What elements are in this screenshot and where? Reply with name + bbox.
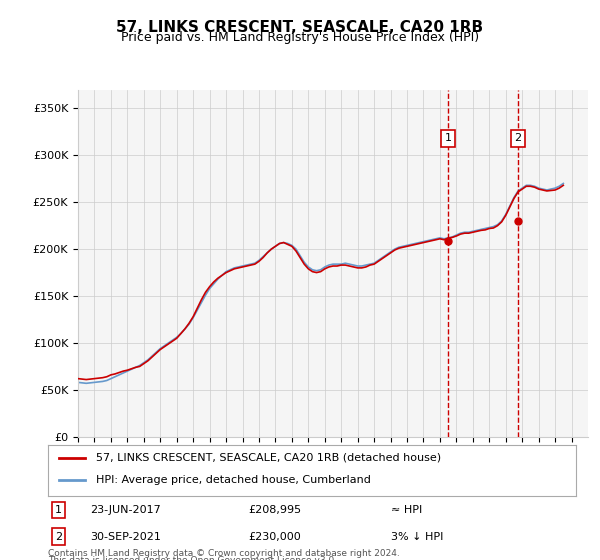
Text: 1: 1 — [445, 133, 451, 143]
Text: 23-JUN-2017: 23-JUN-2017 — [90, 505, 161, 515]
Text: HPI: Average price, detached house, Cumberland: HPI: Average price, detached house, Cumb… — [95, 475, 370, 486]
Text: 57, LINKS CRESCENT, SEASCALE, CA20 1RB: 57, LINKS CRESCENT, SEASCALE, CA20 1RB — [116, 20, 484, 35]
Text: Contains HM Land Registry data © Crown copyright and database right 2024.: Contains HM Land Registry data © Crown c… — [48, 549, 400, 558]
Text: £230,000: £230,000 — [248, 531, 301, 542]
Text: 30-SEP-2021: 30-SEP-2021 — [90, 531, 161, 542]
Text: 2: 2 — [515, 133, 521, 143]
Text: 3% ↓ HPI: 3% ↓ HPI — [391, 531, 443, 542]
Text: 2: 2 — [55, 531, 62, 542]
Text: ≈ HPI: ≈ HPI — [391, 505, 422, 515]
Text: Price paid vs. HM Land Registry's House Price Index (HPI): Price paid vs. HM Land Registry's House … — [121, 31, 479, 44]
Text: This data is licensed under the Open Government Licence v3.0.: This data is licensed under the Open Gov… — [48, 556, 337, 560]
Text: 1: 1 — [55, 505, 62, 515]
Text: 57, LINKS CRESCENT, SEASCALE, CA20 1RB (detached house): 57, LINKS CRESCENT, SEASCALE, CA20 1RB (… — [95, 453, 440, 463]
Text: £208,995: £208,995 — [248, 505, 302, 515]
